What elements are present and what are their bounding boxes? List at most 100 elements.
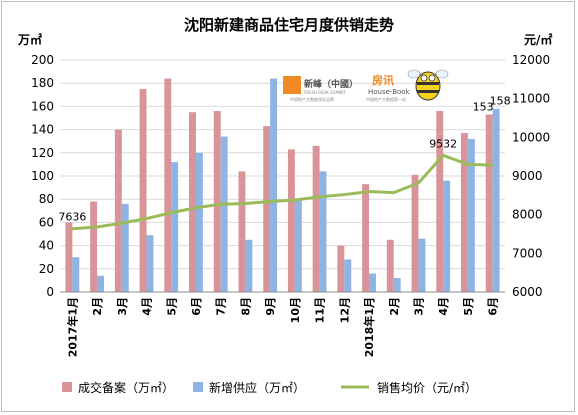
legend: 成交备案（万㎡） 新增供应（万㎡） 销售均价（元/㎡） [62,380,477,395]
bar [369,273,376,292]
category-label: 3月 [412,297,425,316]
bar-series [65,78,500,293]
line-point [342,193,346,197]
category-label: 11月 [314,297,327,323]
category-label: 12月 [338,297,351,323]
watermark-logo-housebook: 房讯 House-Book 中国地产大数据第一站 [366,69,449,102]
bar [386,239,394,292]
bar [436,111,444,292]
category-label: 5月 [462,297,475,316]
left-tick-label: 200 [31,53,54,67]
bar [195,152,203,292]
logo2-tag: 中国地产大数据第一站 [366,96,406,102]
left-tick-label: 20 [39,262,54,276]
data-label: 158 [490,95,511,108]
left-tick-label: 40 [39,239,54,253]
line-point [268,200,272,204]
line-point [318,195,322,199]
left-axis-ticks: 0 20 40 60 80 100 120 140 160 180 200 [31,53,54,299]
line-point [293,198,297,202]
bar [245,239,253,292]
category-label: 6月 [190,297,203,316]
bar [164,78,172,292]
bar [72,257,80,292]
bar [344,259,352,292]
logo2-name: 房讯 [372,73,394,87]
right-tick-label: 7000 [512,246,543,260]
line-point [194,206,198,210]
logo2-en: House-Book [368,88,411,96]
left-axis-unit: 万㎡ [17,32,42,47]
right-tick-label: 8000 [512,208,543,222]
right-axis-ticks: 6000 7000 8000 9000 10000 11000 12000 [512,53,550,299]
left-tick-label: 0 [46,285,54,299]
legend-label: 销售均价（元/㎡） [377,380,477,395]
line-point [466,162,470,166]
line-point [392,191,396,195]
logo1-tag: 中国地产大数据领导品牌 [290,96,334,102]
bar [90,201,98,292]
bar [393,278,401,292]
bar [213,111,221,292]
right-tick-label: 12000 [512,53,550,67]
legend-label: 新增供应（万㎡） [209,380,305,395]
category-label: 2月 [91,297,104,316]
bar [460,133,468,292]
category-label: 2018年1月 [362,297,376,357]
bar [146,235,154,292]
bar [65,222,73,292]
line-point [219,202,223,206]
category-label: 7月 [215,297,228,316]
bar [263,126,271,293]
category-label: 10月 [289,297,302,323]
bar [443,180,451,292]
line-point [145,217,149,221]
category-label: 2017年1月 [65,297,79,357]
left-tick-label: 140 [31,123,54,137]
line-point [169,211,173,215]
bar [270,78,278,292]
category-labels: 2017年1月 2月 3月 4月 5月 6月 7月 8月 9月 10月 11月 12月 2018年1月 2… [65,297,499,357]
bar [220,136,228,292]
left-tick-label: 120 [31,146,54,160]
bar [171,162,179,292]
bar [97,275,105,292]
bar [312,145,320,292]
line-point [70,227,74,231]
category-label: 9月 [264,297,277,316]
bar [411,174,419,292]
bar [139,89,147,292]
category-label: 8月 [239,297,252,316]
category-label: 3月 [116,297,129,316]
bar [337,245,345,292]
left-tick-label: 60 [39,215,54,229]
data-label: 7636 [58,211,86,224]
legend-swatch [193,382,203,392]
bar [121,203,129,292]
right-tick-label: 9000 [512,169,543,183]
right-tick-label: 11000 [512,92,550,106]
legend-swatch [62,382,72,392]
bar [238,171,246,292]
bar [319,171,327,292]
bar [467,138,475,292]
right-tick-label: 10000 [512,130,550,144]
bar [485,114,493,293]
left-tick-label: 100 [31,169,54,183]
logo1-name: 新峰（中國） [304,78,358,90]
bar [287,149,295,292]
left-tick-label: 160 [31,99,54,113]
right-axis-unit: 元/㎡ [524,32,552,47]
line-point [441,153,445,157]
price-line [72,153,493,231]
line-point [95,225,99,229]
left-tick-label: 80 [39,192,54,206]
bar [189,112,196,292]
line-point [243,201,247,205]
category-label: 2月 [388,297,401,316]
line-point [120,221,124,225]
bar [418,238,426,292]
category-label: 6月 [487,297,500,316]
watermark-logo-freshpeak: 新峰（中國） FRESH PEAK SUMMIT 中国地产大数据领导品牌 [283,76,358,102]
